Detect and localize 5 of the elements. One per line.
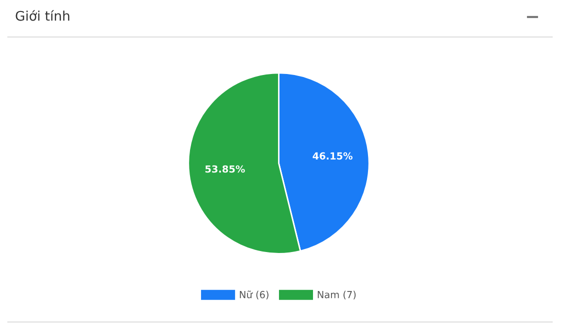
legend-label: Nữ (6) — [240, 290, 268, 300]
data-label: 53.85% — [205, 165, 245, 173]
data-label: 46.15% — [312, 152, 353, 160]
text: Giới tính — [16, 10, 70, 21]
legend-label: Nam (7) — [318, 290, 356, 300]
